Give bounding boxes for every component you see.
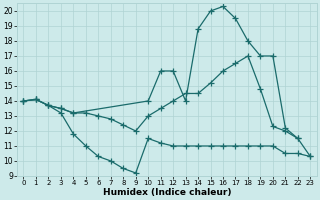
X-axis label: Humidex (Indice chaleur): Humidex (Indice chaleur) [103,188,231,197]
